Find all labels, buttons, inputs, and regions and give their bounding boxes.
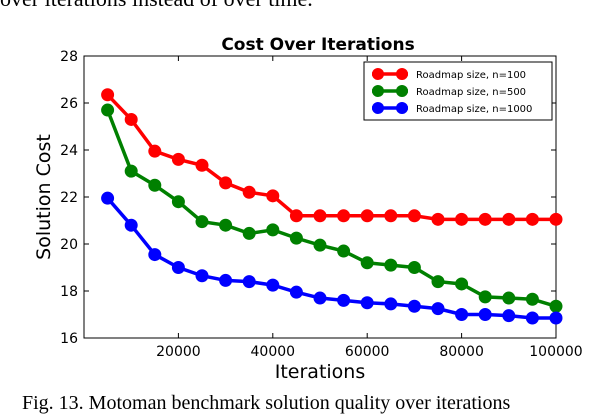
data-point <box>431 302 445 316</box>
y-axis-label: Solution Cost <box>33 134 55 260</box>
y-tick-label: 24 <box>60 143 78 159</box>
data-point <box>525 212 539 226</box>
data-point <box>266 189 280 203</box>
legend-marker <box>396 102 408 114</box>
data-point <box>455 212 469 226</box>
x-tick-label: 20000 <box>156 344 201 360</box>
legend-marker <box>396 85 408 97</box>
data-point <box>124 164 138 178</box>
legend-label: Roadmap size, n=100 <box>416 70 526 81</box>
data-point <box>360 209 374 223</box>
series-0 <box>101 88 563 226</box>
data-point <box>455 277 469 291</box>
y-tick-label: 16 <box>60 331 78 347</box>
data-point <box>101 103 115 117</box>
data-point <box>360 256 374 270</box>
data-point <box>502 212 516 226</box>
data-point <box>195 215 209 229</box>
data-point <box>171 152 185 166</box>
legend-marker <box>372 102 384 114</box>
data-point <box>360 296 374 310</box>
data-point <box>289 231 303 245</box>
data-point <box>384 209 398 223</box>
data-point <box>101 191 115 205</box>
ticks: 20000 40000 60000 80000 100000 16 18 20 22 24 26 28 <box>60 49 583 360</box>
data-point <box>219 273 233 287</box>
data-point <box>431 275 445 289</box>
x-tick-label: 80000 <box>439 344 484 360</box>
data-point <box>478 308 492 321</box>
x-axis-label: Iterations <box>275 361 366 383</box>
data-point <box>266 223 280 237</box>
data-point <box>407 209 421 223</box>
data-point <box>431 212 445 226</box>
data-point <box>525 292 539 306</box>
data-point <box>525 311 539 325</box>
legend-marker <box>372 68 384 80</box>
series-2 <box>101 191 563 325</box>
data-point <box>337 244 351 258</box>
series-layer <box>101 88 563 325</box>
data-point <box>549 299 563 313</box>
data-point <box>313 209 327 223</box>
data-point <box>549 311 563 325</box>
data-point <box>195 158 209 172</box>
data-point <box>101 88 115 102</box>
series-line <box>105 109 557 308</box>
x-tick-label: 100000 <box>529 344 582 360</box>
data-point <box>407 261 421 274</box>
data-point <box>502 309 516 323</box>
data-point <box>502 291 516 305</box>
data-point <box>242 275 256 289</box>
data-point <box>148 144 162 158</box>
legend-marker <box>372 85 384 97</box>
y-tick-label: 20 <box>60 237 78 253</box>
data-point <box>384 258 398 272</box>
x-tick-label: 40000 <box>251 344 296 360</box>
y-tick-label: 28 <box>60 49 78 65</box>
y-tick-label: 18 <box>60 284 78 300</box>
data-point <box>455 308 469 321</box>
data-point <box>407 299 421 313</box>
data-point <box>124 112 138 126</box>
data-point <box>195 269 209 283</box>
data-point <box>478 290 492 304</box>
data-point <box>289 285 303 299</box>
data-point <box>313 291 327 305</box>
data-point <box>478 212 492 226</box>
top-text: over iterations instead of over time. <box>0 0 313 12</box>
data-point <box>242 185 256 199</box>
data-point <box>124 218 138 232</box>
legend-marker <box>396 68 408 80</box>
data-point <box>148 178 162 192</box>
data-point <box>289 209 303 223</box>
data-point <box>148 248 162 262</box>
chart-title: Cost Over Iterations <box>221 35 414 55</box>
legend: Roadmap size, n=100 Roadmap size, n=500 Ro… <box>363 61 553 121</box>
data-point <box>219 176 233 190</box>
data-point <box>337 293 351 307</box>
data-point <box>313 238 327 252</box>
series-1 <box>101 103 563 313</box>
data-point <box>384 297 398 311</box>
data-point <box>219 218 233 232</box>
figure-caption: Fig. 13. Motoman benchmark solution qual… <box>22 392 511 414</box>
x-tick-label: 60000 <box>345 344 390 360</box>
legend-label: Roadmap size, n=500 <box>416 87 526 98</box>
data-point <box>549 212 563 226</box>
legend-label: Roadmap size, n=1000 <box>416 104 532 115</box>
data-point <box>266 278 280 292</box>
data-point <box>171 261 185 274</box>
data-point <box>171 195 185 209</box>
y-tick-label: 22 <box>60 190 78 206</box>
cost-chart: Cost Over Iterations 20000 40000 60000 8000… <box>33 35 583 383</box>
data-point <box>242 226 256 240</box>
y-tick-label: 26 <box>60 96 78 112</box>
data-point <box>337 209 351 223</box>
